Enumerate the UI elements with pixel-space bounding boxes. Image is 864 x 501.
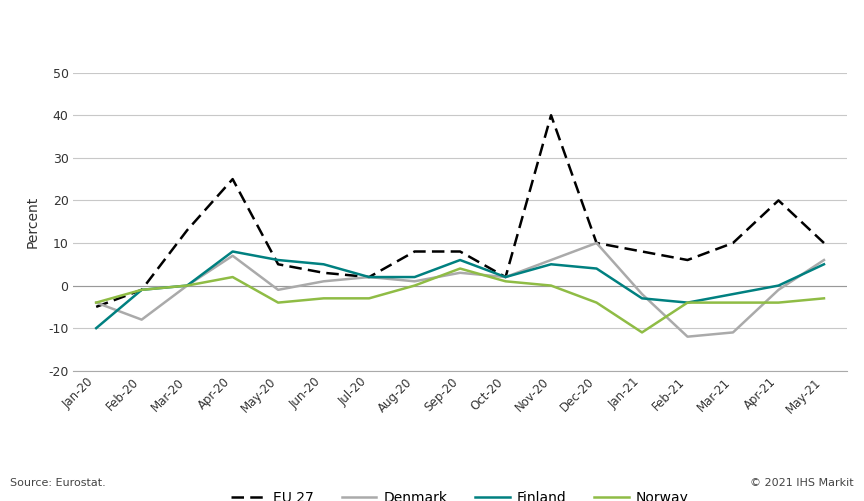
Finland [591, 266, 601, 272]
Finland [319, 262, 329, 268]
EU 27 [273, 262, 283, 268]
EU 27 [91, 304, 101, 310]
Finland [364, 274, 374, 280]
Legend: EU 27, Denmark, Finland, Norway: EU 27, Denmark, Finland, Norway [232, 491, 689, 501]
Line: EU 27: EU 27 [96, 115, 824, 307]
Norway [727, 300, 738, 306]
Finland [410, 274, 420, 280]
EU 27 [182, 227, 193, 233]
Norway [773, 300, 784, 306]
Denmark [773, 287, 784, 293]
Denmark [591, 240, 601, 246]
EU 27 [137, 287, 147, 293]
EU 27 [319, 270, 329, 276]
EU 27 [410, 248, 420, 255]
Finland [500, 274, 511, 280]
Finland [727, 291, 738, 297]
Norway [364, 296, 374, 302]
Denmark [364, 274, 374, 280]
Norway [182, 283, 193, 289]
Line: Finland: Finland [96, 252, 824, 328]
Line: Denmark: Denmark [96, 243, 824, 337]
Norway [591, 300, 601, 306]
Norway [91, 300, 101, 306]
Finland [91, 325, 101, 331]
Denmark [273, 287, 283, 293]
Norway [637, 330, 647, 336]
EU 27 [637, 248, 647, 255]
Denmark [227, 253, 238, 259]
Finland [773, 283, 784, 289]
Denmark [727, 330, 738, 336]
Norway [454, 266, 465, 272]
Y-axis label: Percent: Percent [26, 195, 40, 248]
Norway [683, 300, 693, 306]
Norway [137, 287, 147, 293]
Line: Norway: Norway [96, 269, 824, 333]
Denmark [91, 300, 101, 306]
Finland [819, 262, 829, 268]
Norway [273, 300, 283, 306]
Norway [319, 296, 329, 302]
Finland [637, 296, 647, 302]
Finland [683, 300, 693, 306]
Norway [500, 279, 511, 285]
EU 27 [819, 240, 829, 246]
EU 27 [227, 176, 238, 182]
Denmark [819, 257, 829, 263]
Norway [410, 283, 420, 289]
EU 27 [364, 274, 374, 280]
Finland [273, 257, 283, 263]
EU 27 [546, 112, 556, 118]
Text: © 2021 IHS Markit: © 2021 IHS Markit [750, 478, 854, 488]
Denmark [500, 274, 511, 280]
EU 27 [591, 240, 601, 246]
Finland [137, 287, 147, 293]
Denmark [410, 279, 420, 285]
Finland [182, 283, 193, 289]
Finland [546, 262, 556, 268]
EU 27 [454, 248, 465, 255]
Text: Source: Eurostat.: Source: Eurostat. [10, 478, 106, 488]
Norway [227, 274, 238, 280]
Denmark [546, 257, 556, 263]
Denmark [454, 270, 465, 276]
Denmark [319, 279, 329, 285]
Text: Chart 4: Nordic countries had the lowest excess mortality: Chart 4: Nordic countries had the lowest… [10, 23, 594, 41]
Denmark [683, 334, 693, 340]
Denmark [182, 283, 193, 289]
EU 27 [500, 274, 511, 280]
Finland [454, 257, 465, 263]
EU 27 [683, 257, 693, 263]
EU 27 [727, 240, 738, 246]
Denmark [137, 317, 147, 323]
Norway [819, 296, 829, 302]
Denmark [637, 291, 647, 297]
Finland [227, 248, 238, 255]
Norway [546, 283, 556, 289]
EU 27 [773, 197, 784, 203]
